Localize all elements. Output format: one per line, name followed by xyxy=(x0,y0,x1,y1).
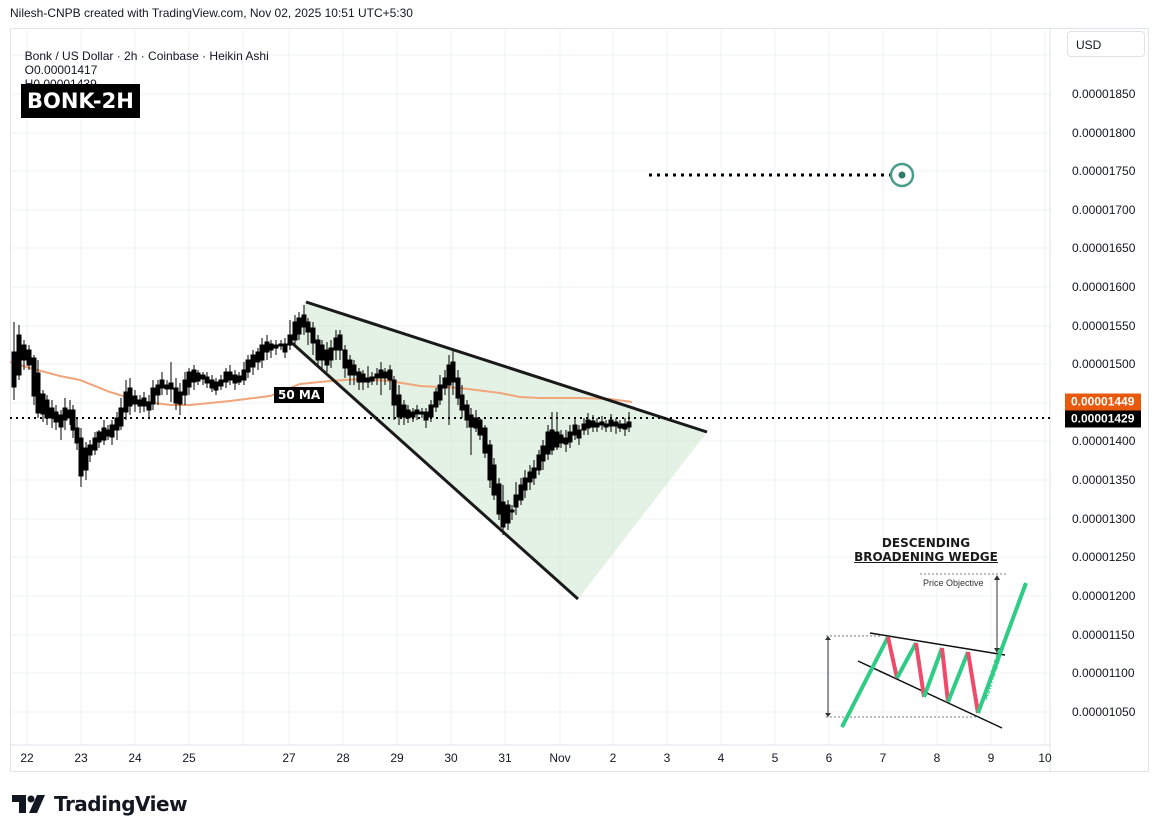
price-tick: 0.00001250 xyxy=(1072,550,1136,564)
date-tick: 27 xyxy=(282,751,296,765)
price-tick: 0.00001200 xyxy=(1072,589,1136,603)
date-tick: 9 xyxy=(987,751,995,765)
date-tick: Nov xyxy=(549,751,571,765)
price-tick: 0.00001400 xyxy=(1072,434,1136,448)
currency-button[interactable]: USD xyxy=(1067,31,1145,57)
ma-price-tag: 0.00001449 xyxy=(1065,393,1141,411)
date-tick: 8 xyxy=(933,751,941,765)
wedge-lower-line xyxy=(290,341,580,601)
inset-wedge-illustration: ASKTRADERS xyxy=(825,573,1028,729)
ma-label: 50 MA xyxy=(274,387,325,403)
tradingview-logo[interactable]: TradingView xyxy=(12,792,188,816)
price-tick: 0.00001750 xyxy=(1072,164,1136,178)
chart-credit: Nilesh-CNPB created with TradingView.com… xyxy=(10,6,413,20)
target-marker-icon xyxy=(889,162,915,188)
tradingview-wordmark: TradingView xyxy=(54,792,188,816)
wedge-fill xyxy=(292,302,707,599)
date-tick: 28 xyxy=(336,751,350,765)
inset-title-line2: BROADENING WEDGE xyxy=(854,550,998,564)
date-tick: 6 xyxy=(825,751,833,765)
last-price-tag: 0.00001429 xyxy=(1065,410,1141,428)
inset-watermark: ASKTRADERS xyxy=(981,648,1005,700)
date-tick: 23 xyxy=(74,751,88,765)
date-tick: 25 xyxy=(182,751,196,765)
symbol-badge: BONK-2H xyxy=(21,84,140,118)
date-tick: 31 xyxy=(498,751,512,765)
date-tick: 2 xyxy=(609,751,617,765)
ma-line xyxy=(9,361,633,406)
price-tick: 0.00001550 xyxy=(1072,319,1136,333)
inset-price-objective: Price Objective xyxy=(923,578,984,588)
legend-open: O0.00001417 xyxy=(24,63,98,77)
date-tick: 4 xyxy=(717,751,725,765)
date-tick: 29 xyxy=(390,751,404,765)
date-tick: 7 xyxy=(879,751,887,765)
chart-frame xyxy=(10,28,1149,772)
date-tick: 30 xyxy=(444,751,458,765)
price-tick: 0.00001300 xyxy=(1072,512,1136,526)
wedge-upper-line xyxy=(305,300,708,434)
price-tick: 0.00001150 xyxy=(1072,628,1135,642)
price-tick: 0.00001700 xyxy=(1072,203,1136,217)
date-tick: 5 xyxy=(771,751,779,765)
price-tick: 0.00001600 xyxy=(1072,280,1136,294)
legend-symbol: Bonk / US Dollar · 2h · Coinbase · Heiki… xyxy=(24,49,269,63)
date-tick: 3 xyxy=(663,751,671,765)
candles xyxy=(11,305,632,535)
date-tick: 10 xyxy=(1038,751,1052,765)
price-tick: 0.00001850 xyxy=(1072,87,1136,101)
price-tick: 0.00001650 xyxy=(1072,241,1136,255)
inset-title-line1: DESCENDING xyxy=(881,536,971,550)
tradingview-logo-icon xyxy=(12,795,45,813)
price-tick: 0.00001350 xyxy=(1072,473,1136,487)
price-tick: 0.00001500 xyxy=(1072,357,1136,371)
price-tick: 0.00001800 xyxy=(1072,126,1136,140)
price-tick: 0.00001100 xyxy=(1072,666,1135,680)
date-tick: 22 xyxy=(20,751,34,765)
date-tick: 24 xyxy=(128,751,142,765)
price-tick: 0.00001050 xyxy=(1072,705,1136,719)
